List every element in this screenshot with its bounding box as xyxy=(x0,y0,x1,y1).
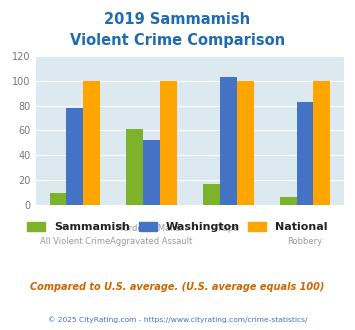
Legend: Sammamish, Washington, National: Sammamish, Washington, National xyxy=(27,222,328,232)
Text: Robbery: Robbery xyxy=(288,237,323,246)
Bar xyxy=(203,183,220,205)
Text: © 2025 CityRating.com - https://www.cityrating.com/crime-statistics/: © 2025 CityRating.com - https://www.city… xyxy=(48,317,307,323)
Bar xyxy=(313,81,330,205)
Bar xyxy=(50,193,66,205)
Text: 2019 Sammamish: 2019 Sammamish xyxy=(104,12,251,26)
Text: Murder & Mans...: Murder & Mans... xyxy=(116,224,187,233)
Bar xyxy=(66,108,83,205)
Bar xyxy=(83,81,100,205)
Bar xyxy=(296,102,313,205)
Bar xyxy=(220,77,237,205)
Bar xyxy=(143,140,160,205)
Text: All Violent Crime: All Violent Crime xyxy=(40,237,110,246)
Bar xyxy=(126,129,143,205)
Text: Compared to U.S. average. (U.S. average equals 100): Compared to U.S. average. (U.S. average … xyxy=(30,282,325,292)
Text: Aggravated Assault: Aggravated Assault xyxy=(110,237,193,246)
Bar xyxy=(160,81,177,205)
Bar xyxy=(280,197,296,205)
Bar xyxy=(237,81,253,205)
Text: Violent Crime Comparison: Violent Crime Comparison xyxy=(70,33,285,48)
Text: Rape: Rape xyxy=(218,224,239,233)
